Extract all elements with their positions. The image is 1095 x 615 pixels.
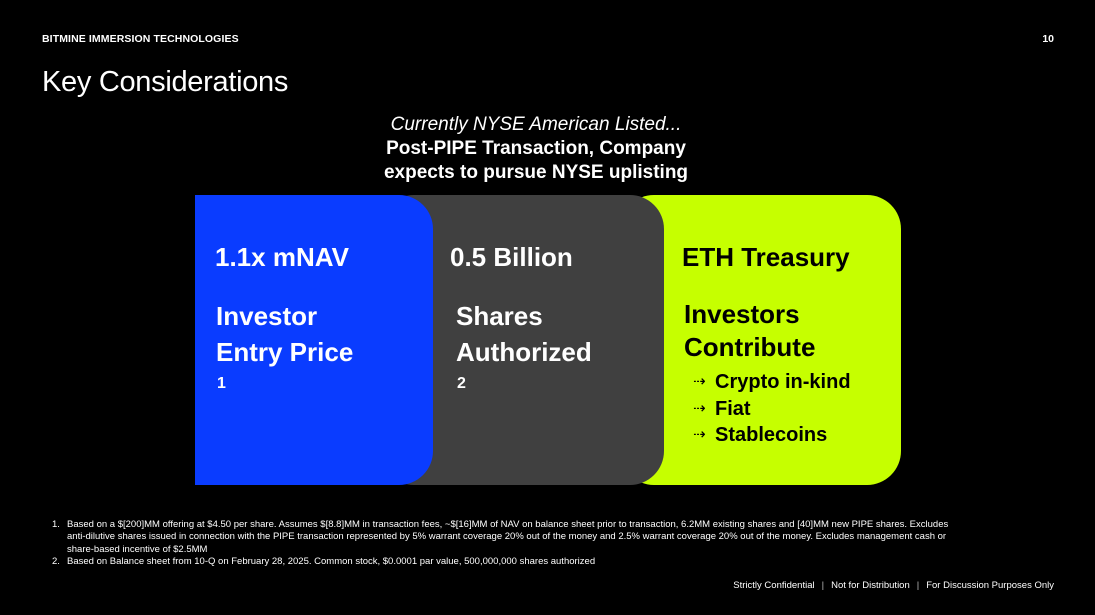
footer-discussion: For Discussion Purposes Only	[926, 580, 1054, 591]
card-metric: ETH Treasury	[682, 242, 850, 272]
footnotes: 1. Based on a $[200]MM offering at $4.50…	[52, 519, 952, 568]
card-desc-text: Entry Price	[216, 337, 354, 367]
contribution-list: ⇢ Crypto in-kind ⇢ Fiat ⇢ Stablecoins	[693, 369, 851, 449]
divider: |	[821, 580, 825, 591]
uplisting-line-2: expects to pursue NYSE uplisting	[383, 162, 689, 183]
card-description: Investor Entry Price 1	[216, 298, 353, 406]
company-name: BITMINE IMMERSION TECHNOLOGIES	[42, 33, 239, 45]
bullet-label: Fiat	[715, 397, 751, 420]
bullet-label: Crypto in-kind	[715, 371, 851, 393]
footer-distribution: Not for Distribution	[831, 580, 910, 591]
footer-confidential: Strictly Confidential	[733, 580, 815, 591]
footnote-number: 1.	[52, 519, 60, 530]
card-desc-line: Investor	[216, 301, 318, 331]
card-description: Investors Contribute	[684, 298, 815, 364]
card-desc-line: Shares	[456, 301, 543, 331]
divider: |	[916, 580, 920, 591]
card-desc-text: Authorized	[456, 337, 592, 367]
footnote-ref: 2	[457, 375, 466, 392]
card-desc-line: Authorized 2	[456, 334, 592, 406]
footnote: 1. Based on a $[200]MM offering at $4.50…	[52, 519, 952, 556]
card-desc-line: Investors	[684, 299, 800, 329]
confidentiality-footer: Strictly Confidential | Not for Distributi…	[733, 580, 1054, 591]
card-mnav: 1.1x mNAV Investor Entry Price 1	[195, 195, 433, 485]
list-item: ⇢ Stablecoins	[693, 422, 851, 449]
card-description: Shares Authorized 2	[456, 298, 592, 406]
arrow-right-icon: ⇢	[693, 426, 706, 443]
list-item: ⇢ Crypto in-kind	[693, 369, 851, 396]
bullet-label: Stablecoins	[715, 424, 828, 446]
card-desc-line: Contribute	[684, 332, 816, 362]
slide-title: Key Considerations	[42, 66, 289, 98]
uplisting-line-1: Post-PIPE Transaction, Company	[386, 138, 686, 159]
list-item: ⇢ Fiat	[693, 396, 851, 423]
footnote-number: 2.	[52, 555, 60, 567]
card-eth-treasury: ETH Treasury Investors Contribute ⇢ Crypt…	[620, 195, 901, 485]
footnote-text: Based on a $[200]MM offering at $4.50 pe…	[67, 519, 949, 555]
card-metric: 1.1x mNAV	[215, 242, 349, 272]
arrow-right-icon: ⇢	[693, 373, 706, 390]
footnote: 2. Based on Balance sheet from 10-Q on F…	[52, 556, 952, 568]
card-metric: 0.5 Billion	[450, 242, 573, 272]
footnote-text: Based on Balance sheet from 10-Q on Febr…	[67, 555, 596, 567]
page-number: 10	[1042, 33, 1054, 45]
footnote-ref: 1	[217, 375, 226, 392]
uplisting-statement: Post-PIPE Transaction, Company expects t…	[336, 137, 736, 185]
card-desc-line: Entry Price 1	[216, 334, 353, 406]
listing-status: Currently NYSE American Listed...	[390, 114, 682, 135]
arrow-right-icon: ⇢	[693, 399, 706, 417]
